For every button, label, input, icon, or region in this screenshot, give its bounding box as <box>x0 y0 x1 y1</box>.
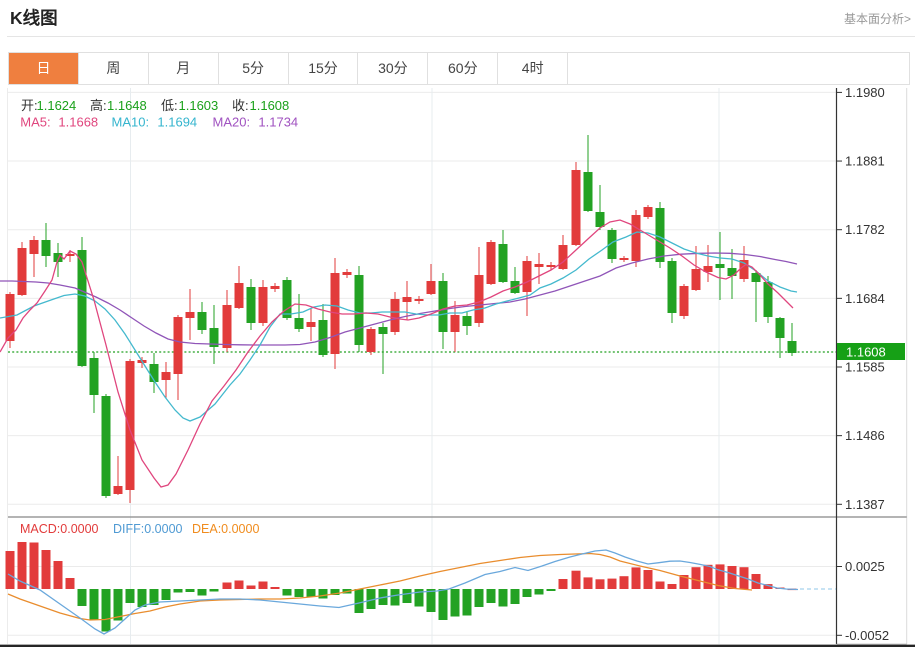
svg-text:1.1980: 1.1980 <box>845 85 885 100</box>
svg-text:低:: 低: <box>161 98 178 113</box>
svg-text:DEA:0.0000: DEA:0.0000 <box>192 522 259 536</box>
svg-text:1.1624: 1.1624 <box>37 98 77 113</box>
svg-text:1.1608: 1.1608 <box>250 98 290 113</box>
svg-text:1.1387: 1.1387 <box>845 497 885 512</box>
svg-text:收:: 收: <box>232 98 249 113</box>
svg-text:1.1486: 1.1486 <box>845 428 885 443</box>
svg-text:1.1668: 1.1668 <box>58 115 98 130</box>
svg-text:1.1608: 1.1608 <box>846 345 886 360</box>
svg-text:1.1734: 1.1734 <box>258 115 298 130</box>
svg-text:MA20:: MA20: <box>213 115 251 130</box>
svg-text:1.1782: 1.1782 <box>845 222 885 237</box>
svg-text:MA5:: MA5: <box>20 115 50 130</box>
svg-text:1.1648: 1.1648 <box>107 98 147 113</box>
svg-text:-0.0052: -0.0052 <box>845 628 889 643</box>
svg-text:1.1684: 1.1684 <box>845 291 885 306</box>
svg-text:1.1603: 1.1603 <box>179 98 219 113</box>
svg-text:0.0025: 0.0025 <box>845 559 885 574</box>
svg-text:MA10:: MA10: <box>112 115 150 130</box>
svg-text:1.1694: 1.1694 <box>157 115 197 130</box>
svg-text:MACD:0.0000: MACD:0.0000 <box>20 522 99 536</box>
svg-text:DIFF:0.0000: DIFF:0.0000 <box>113 522 183 536</box>
svg-text:开:: 开: <box>21 98 38 113</box>
svg-text:1.1585: 1.1585 <box>845 360 885 375</box>
svg-text:高:: 高: <box>90 98 107 113</box>
svg-text:1.1881: 1.1881 <box>845 154 885 169</box>
